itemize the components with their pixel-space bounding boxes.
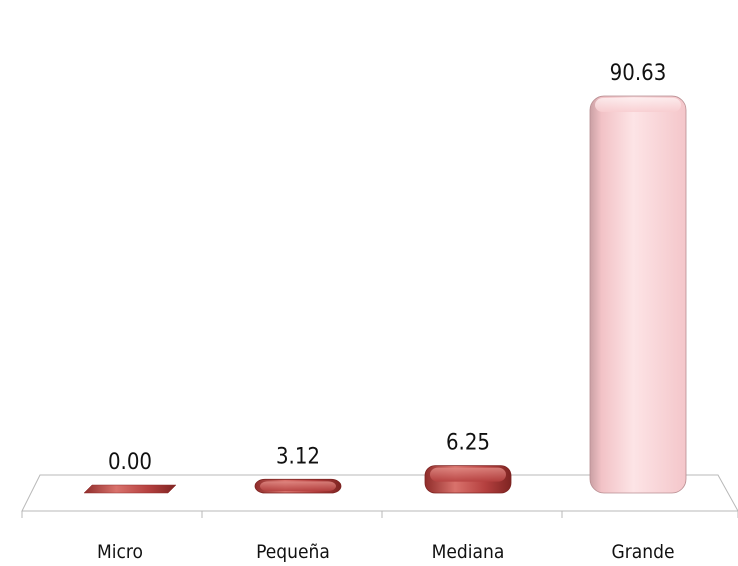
bars-group [83, 95, 687, 494]
data-label-mediana: 6.25 [446, 431, 490, 456]
x-tick-label-pequeña: Pequeña [256, 541, 330, 563]
bar-micro [83, 484, 177, 494]
data-label-grande: 90.63 [610, 61, 667, 86]
category-labels-group: Micro Pequeña Mediana Grande [97, 541, 674, 563]
value-labels-group: 0.00 3.12 6.25 90.63 [108, 61, 666, 475]
bar-top-face [260, 481, 336, 491]
bar-top-face [595, 98, 681, 113]
data-label-pequeña: 3.12 [276, 444, 320, 469]
x-tick-label-micro: Micro [97, 541, 143, 563]
bar-top-face [430, 467, 506, 482]
x-tick-label-grande: Grande [612, 541, 675, 563]
x-tick-label-mediana: Mediana [432, 541, 505, 563]
bar-grande [589, 95, 687, 494]
data-label-micro: 0.00 [108, 450, 152, 475]
